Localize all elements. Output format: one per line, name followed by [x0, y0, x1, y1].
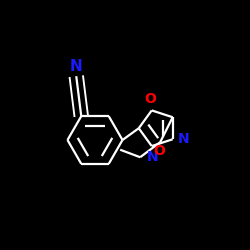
Text: O: O [144, 92, 156, 106]
Text: N: N [178, 132, 190, 146]
Text: O: O [154, 144, 166, 158]
Text: N: N [70, 59, 82, 74]
Text: N: N [147, 150, 159, 164]
